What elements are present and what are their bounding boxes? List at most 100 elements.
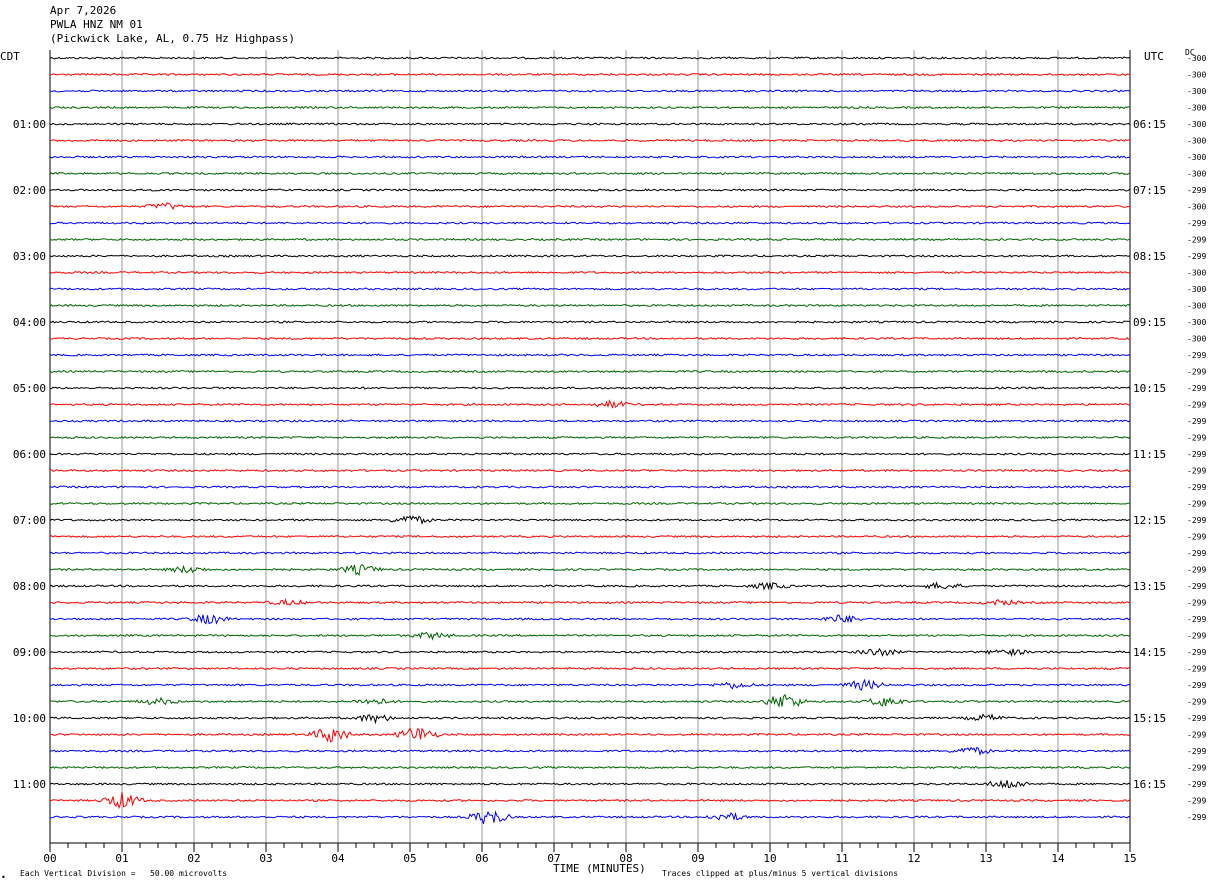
seismic-trace: [49, 727, 1131, 743]
dc-offset-label: -299: [1187, 368, 1206, 377]
dc-offset-label: -299: [1187, 500, 1206, 509]
dc-offset-label: -299: [1187, 186, 1206, 195]
dc-offset-label: -299: [1187, 731, 1206, 740]
seismic-trace: [49, 515, 1131, 525]
seismic-trace: [49, 647, 1131, 658]
utc-hour-label: 12:15: [1133, 514, 1166, 527]
utc-hour-label: 14:15: [1133, 646, 1166, 659]
cdt-hour-label: 10:00: [13, 712, 46, 725]
seismic-trace: [49, 386, 1131, 390]
seismic-trace: [49, 56, 1131, 60]
cdt-hour-label: 08:00: [13, 580, 46, 593]
dc-offset-label: -300: [1187, 269, 1206, 278]
x-tick-label: 13: [979, 852, 992, 865]
x-tick-label: 01: [115, 852, 128, 865]
utc-hour-label: 11:15: [1133, 448, 1166, 461]
header-date: Apr 7,2026: [50, 4, 117, 17]
x-tick-label: 08: [619, 852, 632, 865]
dc-offset-label: -300: [1187, 203, 1206, 212]
utc-hour-label: 09:15: [1133, 316, 1166, 329]
utc-hour-label: 13:15: [1133, 580, 1166, 593]
seismic-trace: [49, 501, 1131, 506]
seismic-trace: [49, 581, 1130, 591]
cdt-hour-label: 11:00: [13, 778, 46, 791]
utc-hour-label: 07:15: [1133, 184, 1166, 197]
dc-offset-label: -299: [1187, 764, 1206, 773]
seismic-trace: [49, 551, 1131, 555]
seismic-trace: [49, 468, 1131, 473]
cdt-hour-label: 09:00: [13, 646, 46, 659]
dc-offset-label: -299: [1187, 813, 1206, 822]
header-location: (Pickwick Lake, AL, 0.75 Hz Highpass): [50, 32, 296, 45]
dc-offset-label: -299: [1187, 582, 1206, 591]
dc-offset-label: -300: [1187, 87, 1206, 96]
x-tick-label: 04: [331, 852, 345, 865]
right-timezone-label: UTC: [1144, 50, 1164, 63]
seismic-trace: [50, 598, 1131, 607]
seismic-trace: [49, 614, 1131, 625]
dc-offset-label: -299: [1187, 434, 1206, 443]
seismic-trace: [49, 435, 1131, 440]
cdt-hour-label: 05:00: [13, 382, 46, 395]
dc-offset-label: -299: [1187, 417, 1206, 426]
seismic-trace: [49, 666, 1131, 671]
x-tick-label: 15: [1123, 852, 1136, 865]
seismic-trace: [49, 452, 1131, 456]
seismic-trace: [49, 353, 1131, 357]
dc-offset-label: -299: [1187, 797, 1206, 806]
dc-offset-label: -299: [1187, 236, 1206, 245]
dc-offset-label: -300: [1187, 170, 1206, 179]
x-tick-label: 11: [835, 852, 848, 865]
seismic-trace: [49, 678, 1131, 691]
seismic-trace: [49, 564, 1131, 577]
dc-offset-label: -299: [1187, 665, 1206, 674]
x-tick-label: 06: [475, 852, 488, 865]
dc-offset-label: -300: [1187, 302, 1206, 311]
dc-offset-label: -299: [1187, 698, 1206, 707]
cdt-hour-label: 02:00: [13, 184, 46, 197]
seismic-trace: [49, 485, 1131, 489]
dc-offset-label: -299: [1187, 599, 1206, 608]
x-tick-label: 03: [259, 852, 272, 865]
seismic-trace: [49, 631, 1131, 641]
dc-offset-label: -300: [1187, 137, 1206, 146]
seismic-trace: [49, 202, 1131, 211]
seismic-trace: [49, 221, 1131, 225]
dc-offset-label: -300: [1187, 71, 1206, 80]
seismic-trace: [49, 713, 1131, 725]
utc-hour-label: 15:15: [1133, 712, 1166, 725]
utc-hour-label: 16:15: [1133, 778, 1166, 791]
dc-label: DC: [1185, 48, 1195, 57]
utc-hour-label: 08:15: [1133, 250, 1166, 263]
seismic-trace: [49, 746, 1131, 757]
seismic-trace: [49, 320, 1131, 324]
dc-offset-label: -299: [1187, 566, 1206, 575]
x-tick-label: 02: [187, 852, 200, 865]
dc-offset-label: -299: [1187, 401, 1206, 410]
dc-offset-label: -299: [1187, 549, 1206, 558]
dc-offset-label: -299: [1187, 533, 1206, 542]
cdt-hour-label: 03:00: [13, 250, 46, 263]
dc-offset-label: -300: [1187, 54, 1206, 63]
seismic-trace: [49, 287, 1131, 291]
seismic-trace: [49, 122, 1131, 126]
dc-offset-label: -299: [1187, 615, 1206, 624]
dc-offset-label: -299: [1187, 384, 1206, 393]
dc-offset-label: -299: [1187, 681, 1206, 690]
seismic-trace: [49, 303, 1131, 308]
cdt-hour-label: 04:00: [13, 316, 46, 329]
dc-offset-label: -300: [1187, 285, 1206, 294]
seismic-trace: [49, 171, 1131, 176]
x-tick-label: 07: [547, 852, 560, 865]
clip-note: Traces clipped at plus/minus 5 vertical …: [662, 869, 899, 878]
scale-note: Each Vertical Division = 50.00 microvolt…: [20, 869, 228, 878]
seismic-trace: [49, 155, 1131, 159]
dc-offset-label: -299: [1187, 467, 1206, 476]
x-axis-title: TIME (MINUTES): [553, 862, 646, 875]
dc-offset-label: -300: [1187, 104, 1206, 113]
dc-offset-label: -300: [1187, 120, 1206, 129]
dc-offset-label: -300: [1187, 153, 1206, 162]
header-station: PWLA HNZ NM 01: [50, 18, 143, 31]
seismic-trace: [49, 336, 1131, 341]
